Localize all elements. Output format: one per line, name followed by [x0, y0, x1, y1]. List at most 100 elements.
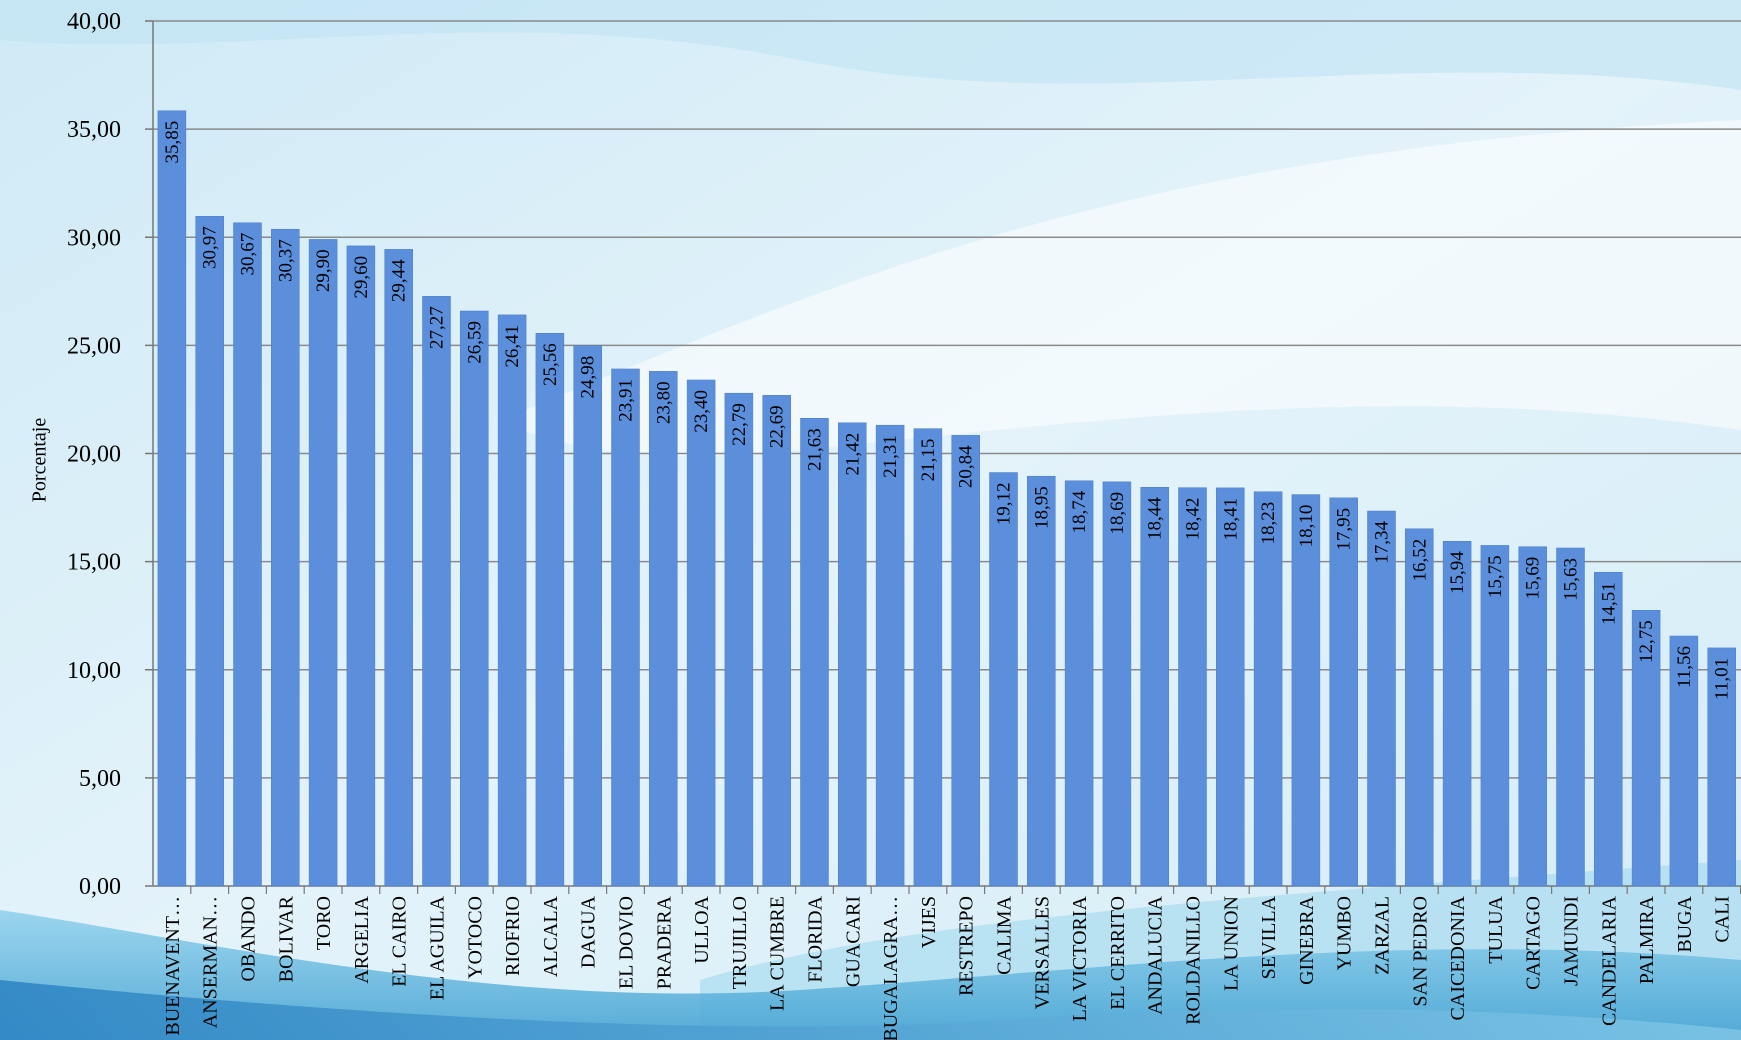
bar	[535, 333, 565, 887]
bar	[1367, 510, 1396, 887]
bar-data-label: 30,97	[200, 226, 221, 269]
x-tick-label: BUENAVENT…	[162, 896, 184, 1036]
y-tick-label: 20,00	[67, 442, 121, 468]
x-tick-label: ZARZAL	[1372, 896, 1394, 975]
bar	[1480, 545, 1510, 887]
bar-data-label: 14,51	[1598, 582, 1619, 625]
bar	[686, 379, 716, 887]
bar	[1669, 635, 1699, 887]
x-tick-label: OBANDO	[238, 896, 260, 982]
bar	[233, 222, 262, 887]
y-tick-label: 0,00	[79, 874, 121, 900]
x-tick-label: VIJES	[918, 896, 940, 948]
bar	[1556, 547, 1585, 887]
bar-data-label: 22,69	[767, 405, 788, 448]
bar	[724, 392, 754, 887]
bar-data-label: 21,31	[880, 435, 901, 478]
bar	[1405, 528, 1434, 887]
x-tick-label: YOTOCO	[464, 896, 486, 979]
x-tick-label: ROLDANILLO	[1183, 896, 1205, 1025]
bar	[308, 239, 338, 887]
bar-data-label: 30,67	[238, 233, 259, 276]
bar-data-label: 27,27	[427, 306, 448, 349]
bar-data-label: 11,01	[1712, 658, 1733, 700]
bar-data-label: 29,90	[313, 249, 334, 292]
x-tick-label: LA VICTORIA	[1069, 895, 1091, 1021]
bar-data-label: 23,91	[616, 379, 637, 422]
x-tick-label: VERSALLES	[1031, 896, 1053, 1009]
x-tick-label: ALCALA	[540, 895, 562, 977]
x-tick-label: SEVILLA	[1258, 895, 1280, 979]
bar-data-label: 18,95	[1031, 486, 1052, 529]
y-tick-label: 40,00	[67, 9, 121, 35]
x-tick-label: TORO	[313, 896, 335, 950]
bar	[913, 428, 943, 887]
bar-data-label: 15,94	[1447, 551, 1468, 594]
x-tick-label: DAGUA	[578, 895, 600, 968]
bar-data-label: 19,12	[994, 483, 1015, 526]
bar-data-label: 29,44	[389, 259, 410, 302]
x-tick-label: BOLIVAR	[275, 895, 297, 982]
x-tick-label: LA UNION	[1220, 896, 1242, 991]
bar-data-label: 25,56	[540, 343, 561, 386]
bar	[157, 110, 187, 887]
bar-data-label: 18,69	[1107, 492, 1128, 535]
bar-data-label: 26,41	[502, 325, 523, 368]
bar	[951, 435, 980, 887]
bar-data-label: 15,75	[1485, 555, 1506, 598]
bar-data-label: 18,23	[1258, 502, 1279, 545]
bar	[384, 249, 413, 887]
y-tick-label: 30,00	[67, 225, 121, 251]
x-tick-label: CARTAGO	[1523, 896, 1545, 990]
x-tick-label: SAN PEDRO	[1409, 896, 1431, 1007]
y-tick-label: 15,00	[67, 550, 121, 576]
x-tick-label: GINEBRA	[1296, 895, 1318, 984]
bar	[838, 422, 867, 887]
bar	[346, 245, 376, 887]
bar-data-label: 29,60	[351, 256, 372, 299]
y-axis-label: Porcentaje	[28, 417, 51, 503]
bar	[1216, 487, 1245, 887]
bar	[573, 345, 602, 887]
x-tick-label: EL DOVIO	[616, 896, 638, 989]
bar-data-label: 35,85	[162, 121, 183, 164]
bar	[422, 296, 451, 887]
x-tick-label: CALIMA	[994, 895, 1016, 974]
bar	[611, 368, 640, 887]
x-tick-label: TULUA	[1485, 895, 1507, 963]
bar-data-label: 20,84	[956, 445, 977, 488]
bar	[989, 472, 1018, 887]
bar-data-label: 26,59	[464, 321, 485, 364]
bar	[649, 371, 678, 887]
bar	[1027, 475, 1056, 887]
x-tick-label: FLORIDA	[805, 895, 827, 982]
x-tick-label: BUGA	[1674, 895, 1696, 952]
bar	[1707, 647, 1736, 887]
x-tick-label: LA CUMBRE	[767, 896, 789, 1011]
x-tick-label: TRUJILLO	[729, 896, 751, 989]
bar-data-label: 16,52	[1409, 539, 1430, 582]
bar-data-label: 24,98	[578, 356, 599, 399]
bar-data-label: 15,69	[1523, 557, 1544, 600]
bar	[1253, 491, 1283, 887]
bar	[1442, 541, 1472, 887]
x-tick-label: ANSERMAN…	[200, 896, 222, 1028]
bar-data-label: 30,37	[275, 239, 296, 282]
bar	[1064, 480, 1094, 887]
bar	[1329, 497, 1358, 887]
x-tick-label: ULLOA	[691, 895, 713, 963]
bar	[800, 418, 829, 887]
x-tick-label: CANDELARIA	[1598, 895, 1620, 1026]
x-tick-label: PALMIRA	[1636, 895, 1658, 984]
y-tick-label: 5,00	[79, 766, 121, 792]
y-tick-label: 25,00	[67, 333, 121, 359]
bar-data-label: 17,95	[1334, 508, 1355, 551]
bar-data-label: 18,74	[1069, 490, 1090, 533]
bar	[1518, 546, 1547, 887]
bar	[1594, 571, 1623, 887]
bar-data-label: 21,42	[842, 433, 863, 476]
x-tick-label: GUACARI	[842, 896, 864, 987]
bar	[1178, 487, 1207, 887]
x-tick-label: BUGALAGRA…	[880, 896, 902, 1040]
